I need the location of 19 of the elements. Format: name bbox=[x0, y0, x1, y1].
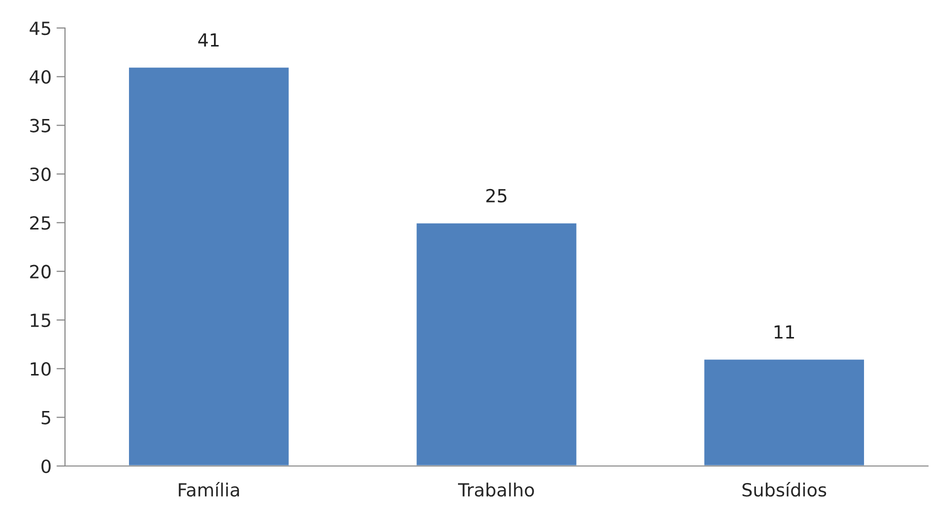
y-tick-label: 15 bbox=[30, 314, 50, 328]
x-tick-label: Trabalho bbox=[458, 482, 534, 497]
bar bbox=[415, 222, 578, 466]
x-tick-label: Família bbox=[178, 482, 239, 497]
bar bbox=[702, 358, 866, 466]
data-label: 25 bbox=[486, 188, 506, 202]
y-tick-label: 25 bbox=[30, 216, 50, 230]
data-label: 41 bbox=[198, 33, 219, 47]
x-tick-label: Subsídios bbox=[742, 482, 826, 497]
y-tick-label: 35 bbox=[30, 118, 50, 132]
y-tick-label: 0 bbox=[42, 459, 51, 474]
data-label: 11 bbox=[774, 325, 794, 339]
y-tick-label: 30 bbox=[30, 167, 51, 182]
y-tick-label: 40 bbox=[30, 70, 51, 84]
y-tick-label: 45 bbox=[30, 22, 50, 36]
y-tick-label: 10 bbox=[30, 362, 51, 376]
bar bbox=[128, 66, 290, 466]
y-tick-label: 20 bbox=[30, 264, 51, 278]
y-tick-label: 5 bbox=[42, 411, 50, 424]
